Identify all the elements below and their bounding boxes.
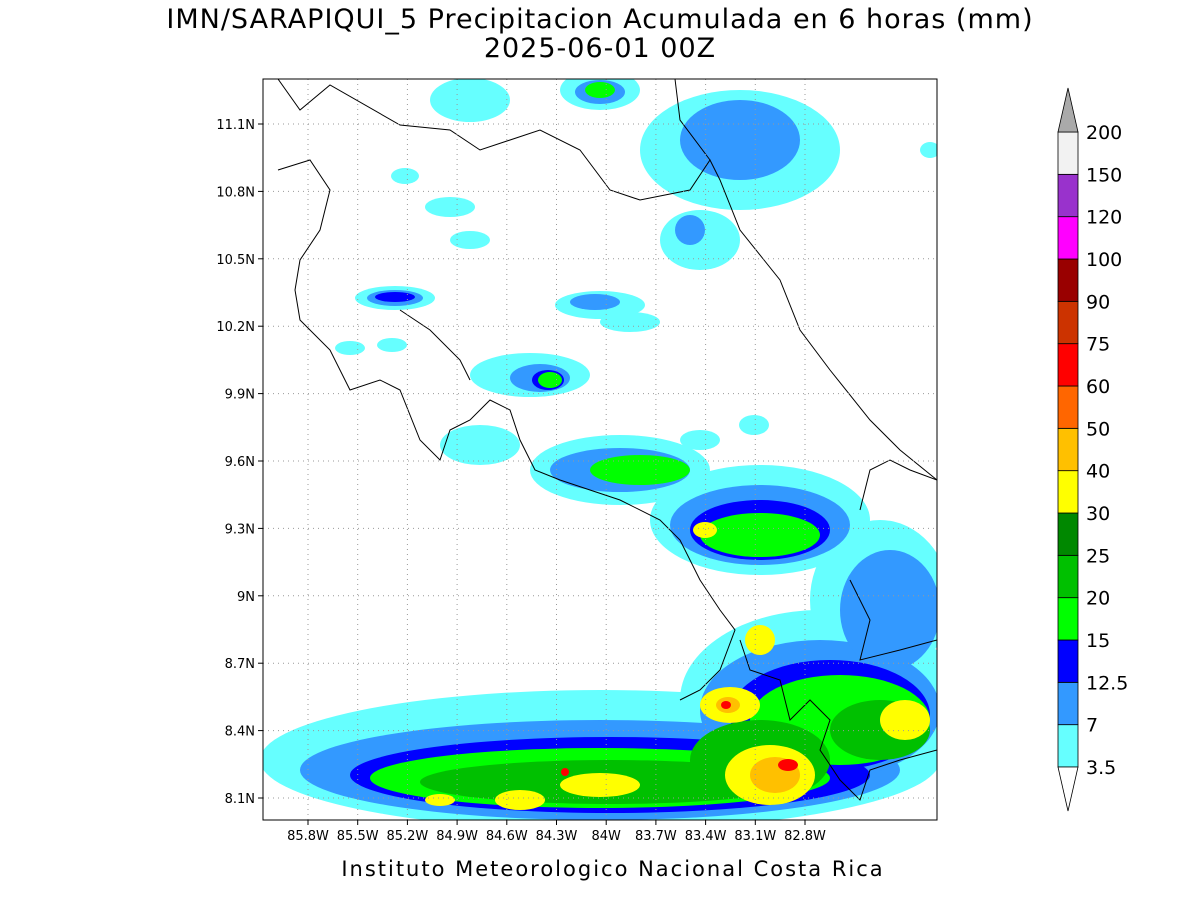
x-tick-label: 83.1W [734, 829, 776, 844]
colorbar-over [1057, 87, 1079, 133]
x-tick-label: 85.2W [386, 829, 428, 844]
colorbar-label: 12.5 [1086, 672, 1128, 694]
colorbar-segment [1057, 131, 1079, 175]
x-tick-label: 84W [591, 829, 621, 844]
colorbar-segment [1057, 724, 1079, 768]
y-tick-label: 8.1N [225, 792, 255, 807]
colorbar-segment [1057, 681, 1079, 726]
colorbar-label: 15 [1086, 630, 1110, 652]
colorbar-under [1057, 766, 1079, 812]
y-tick-label: 8.4N [225, 725, 255, 740]
colorbar-label: 60 [1086, 376, 1110, 398]
graticule [263, 79, 937, 820]
x-tick-label: 85.8W [287, 829, 329, 844]
colorbar-segment [1057, 173, 1079, 218]
footer: Instituto Meteorologico Nacional Costa R… [341, 857, 884, 881]
y-tick-label: 8.7N [225, 657, 255, 672]
colorbar-segment [1057, 427, 1079, 472]
y-tick-label: 9N [237, 590, 255, 605]
colorbar-label: 3.5 [1086, 757, 1116, 779]
colorbar-label: 75 [1086, 334, 1110, 356]
x-tick-label: 82.8W [784, 829, 826, 844]
y-tick-label: 9.3N [225, 522, 255, 537]
colorbar-segment [1057, 216, 1079, 260]
colorbar-label: 50 [1086, 418, 1110, 440]
y-tick-label: 9.9N [225, 388, 255, 403]
colorbar-label: 25 [1086, 545, 1110, 567]
colorbar-label: 200 [1086, 122, 1122, 144]
colorbar-segment [1057, 300, 1079, 345]
colorbar: 3.5 7 12.5 15 20 25 30 40 50 60 75 90 100 120 150 200 [1057, 87, 1128, 812]
coastline [277, 79, 937, 801]
x-tick-label: 84.9W [436, 829, 478, 844]
map-frame [262, 78, 938, 821]
colorbar-segment [1057, 470, 1079, 514]
y-tick-label: 11.1N [216, 118, 255, 133]
y-tick-label: 10.2N [216, 320, 255, 335]
colorbar-label: 90 [1086, 291, 1110, 313]
y-tick-label: 10.5N [216, 253, 255, 268]
colorbar-segment [1057, 512, 1079, 556]
colorbar-label: 100 [1086, 249, 1122, 271]
colorbar-segment [1057, 554, 1079, 599]
colorbar-label: 7 [1086, 715, 1098, 737]
x-tick-label: 84.3W [536, 829, 578, 844]
colorbar-segment [1057, 597, 1079, 641]
colorbar-label: 120 [1086, 207, 1122, 229]
axis-labels: 85.8W 85.5W 85.2W 84.9W 84.6W 84.3W 84W 83.7W 83… [216, 118, 826, 844]
y-tick-label: 9.6N [225, 455, 255, 470]
colorbar-label: 40 [1086, 461, 1110, 483]
precipitation-field [263, 79, 937, 820]
x-tick-label: 84.6W [486, 829, 528, 844]
x-tick-label: 83.7W [635, 829, 677, 844]
colorbar-label: 150 [1086, 164, 1122, 186]
y-tick-label: 10.8N [216, 185, 255, 200]
title: IMN/SARAPIQUI_5 Precipitacion Acumulada … [166, 4, 1033, 35]
colorbar-segment [1057, 343, 1079, 387]
x-tick-label: 85.5W [337, 829, 379, 844]
subtitle: 2025-06-01 00Z [484, 33, 716, 64]
colorbar-segment [1057, 385, 1079, 429]
colorbar-label: 30 [1086, 503, 1110, 525]
colorbar-segment [1057, 639, 1079, 683]
x-tick-label: 83.4W [685, 829, 727, 844]
colorbar-segment [1057, 258, 1079, 302]
colorbar-label: 20 [1086, 588, 1110, 610]
